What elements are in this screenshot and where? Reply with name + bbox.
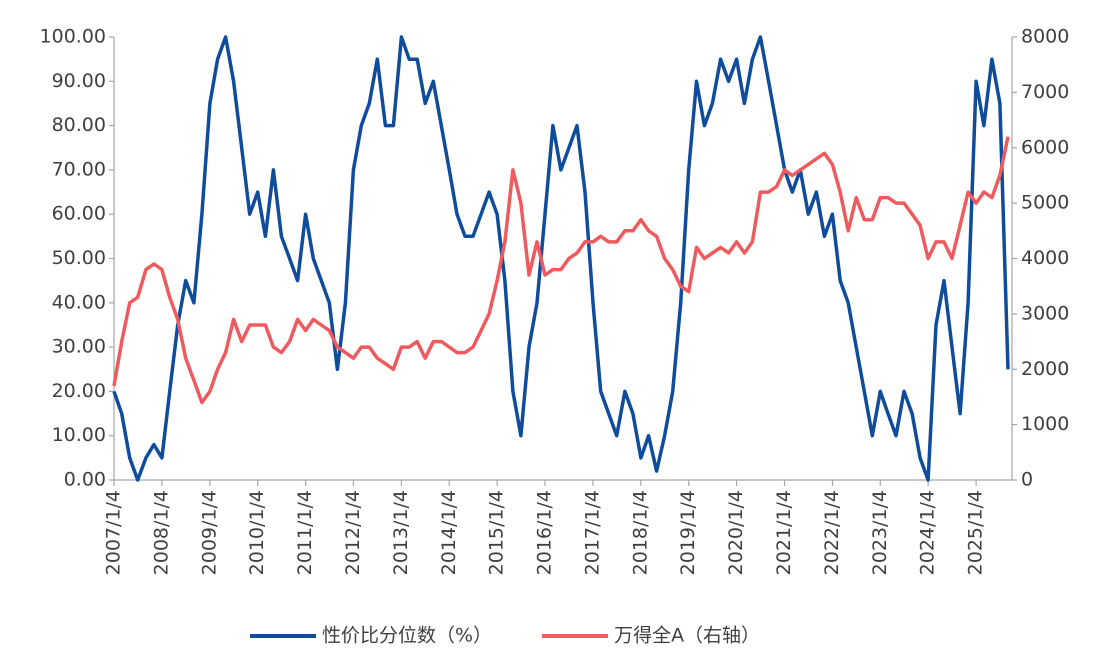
y2-tick-label: 6000 bbox=[1021, 136, 1069, 158]
y2-tick-label: 3000 bbox=[1021, 302, 1069, 324]
x-tick-label: 2011/1/4 bbox=[294, 490, 316, 575]
x-tick-label: 2017/1/4 bbox=[581, 490, 603, 575]
x-tick-label: 2022/1/4 bbox=[821, 490, 843, 575]
y2-tick-label: 2000 bbox=[1021, 358, 1069, 380]
y2-tick-label: 5000 bbox=[1021, 192, 1069, 214]
y2-tick-label: 4000 bbox=[1021, 247, 1069, 269]
x-tick-label: 2025/1/4 bbox=[965, 490, 987, 575]
y-tick-label: 20.00 bbox=[52, 380, 106, 402]
y-tick-label: 70.00 bbox=[52, 158, 106, 180]
y2-tick-label: 1000 bbox=[1021, 413, 1069, 435]
y-tick-label: 60.00 bbox=[52, 203, 106, 225]
x-tick-label: 2024/1/4 bbox=[917, 490, 939, 575]
series-line bbox=[112, 136, 1010, 405]
y-tick-label: 50.00 bbox=[52, 247, 106, 269]
y2-tick-label: 8000 bbox=[1021, 26, 1069, 48]
x-tick-label: 2015/1/4 bbox=[486, 490, 508, 575]
series-line bbox=[112, 35, 1010, 482]
x-tick-label: 2008/1/4 bbox=[150, 490, 172, 575]
x-tick-label: 2013/1/4 bbox=[390, 490, 412, 575]
x-tick-label: 2010/1/4 bbox=[246, 490, 268, 575]
y-tick-label: 40.00 bbox=[52, 291, 106, 313]
x-tick-label: 2021/1/4 bbox=[773, 490, 795, 575]
y-tick-label: 80.00 bbox=[52, 114, 106, 136]
y-tick-label: 90.00 bbox=[52, 70, 106, 92]
x-tick-label: 2014/1/4 bbox=[438, 490, 460, 575]
y-tick-label: 10.00 bbox=[52, 424, 106, 446]
legend-label: 性价比分位数（%） bbox=[322, 625, 492, 647]
y-tick-label: 0.00 bbox=[64, 469, 106, 491]
x-tick-label: 2020/1/4 bbox=[725, 490, 747, 575]
x-tick-label: 2016/1/4 bbox=[534, 490, 556, 575]
y-tick-label: 30.00 bbox=[52, 336, 106, 358]
x-tick-label: 2019/1/4 bbox=[677, 490, 699, 575]
legend-label: 万得全A（右轴） bbox=[614, 625, 760, 647]
x-tick-label: 2009/1/4 bbox=[198, 490, 220, 575]
x-tick-label: 2023/1/4 bbox=[869, 490, 891, 575]
x-tick-label: 2018/1/4 bbox=[629, 490, 651, 575]
y2-tick-label: 0 bbox=[1021, 469, 1033, 491]
y2-tick-label: 7000 bbox=[1021, 81, 1069, 103]
x-tick-label: 2007/1/4 bbox=[103, 490, 125, 575]
y-tick-label: 100.00 bbox=[40, 26, 106, 48]
x-tick-label: 2012/1/4 bbox=[342, 490, 364, 575]
